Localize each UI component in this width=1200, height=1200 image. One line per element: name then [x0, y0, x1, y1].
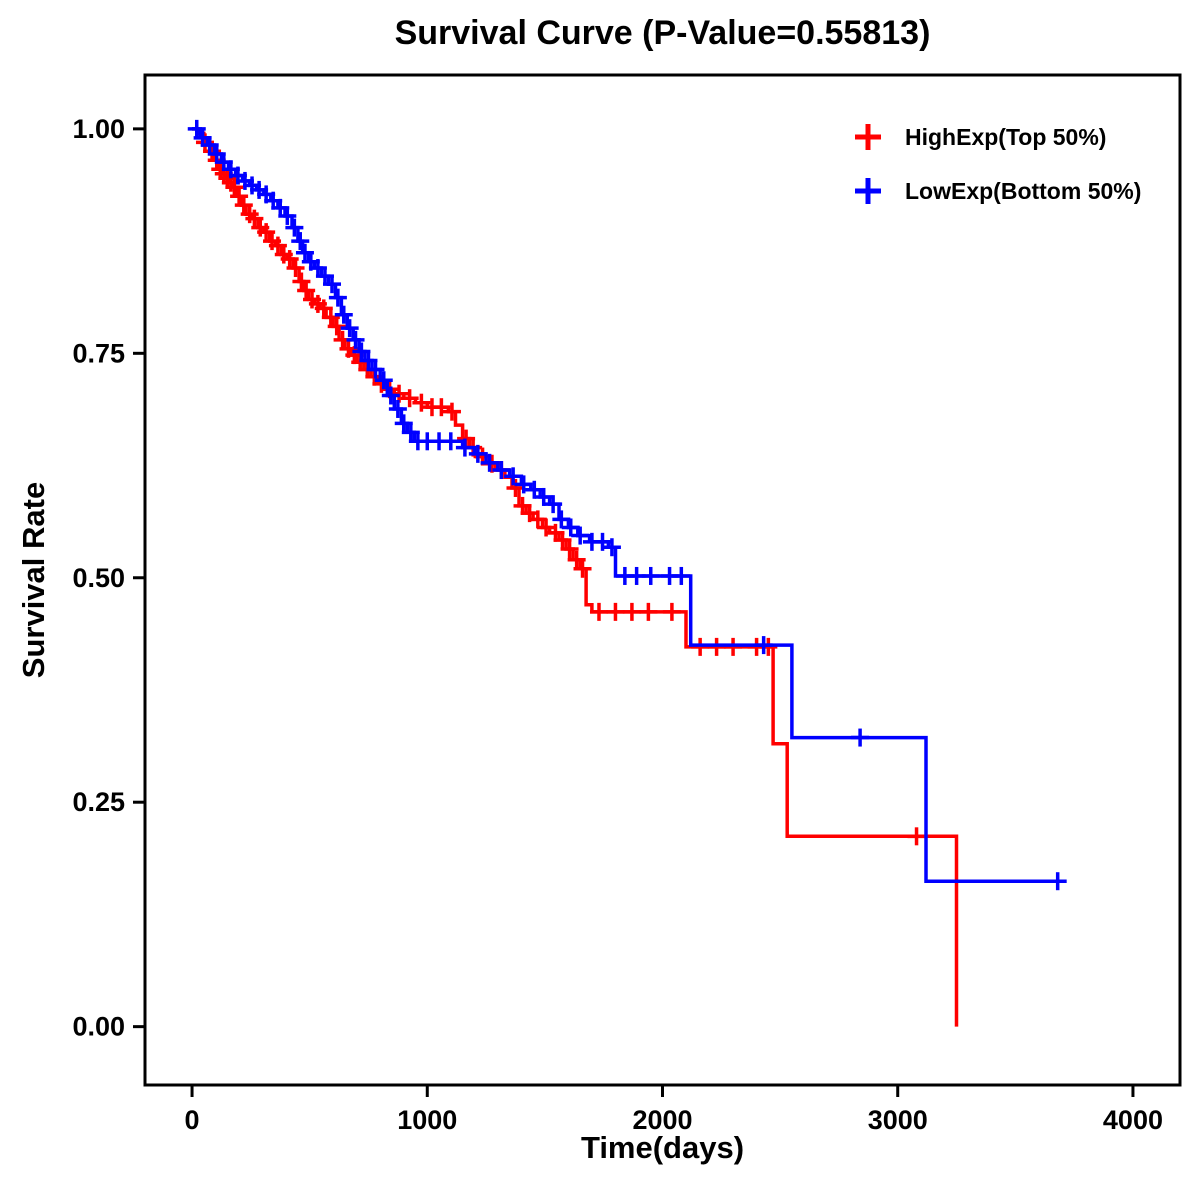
- x-axis-label: Time(days): [580, 1130, 745, 1165]
- x-tick-label: 0: [185, 1105, 200, 1135]
- censor-mark-lowexp: [514, 475, 533, 494]
- x-tick-label: 4000: [1103, 1105, 1163, 1135]
- censor-mark-highexp: [560, 540, 579, 559]
- censor-mark-lowexp: [602, 538, 621, 557]
- censor-mark-lowexp: [328, 288, 347, 307]
- legend-item-lowexp: LowExp(Bottom 50%): [855, 178, 1141, 204]
- censor-mark-highexp: [622, 602, 641, 621]
- censor-mark-highexp: [506, 478, 525, 497]
- censor-mark-lowexp: [641, 566, 660, 585]
- censor-marks-highexp: [195, 133, 926, 846]
- censor-mark-lowexp: [323, 275, 342, 294]
- censor-mark-lowexp: [561, 518, 580, 537]
- censor-mark-highexp: [907, 827, 926, 846]
- censor-mark-lowexp: [504, 467, 523, 486]
- censor-mark-highexp: [589, 602, 608, 621]
- censor-mark-lowexp: [534, 487, 553, 506]
- censor-mark-highexp: [442, 402, 461, 421]
- y-tick-label: 1.00: [72, 114, 125, 144]
- censor-mark-highexp: [537, 518, 556, 537]
- x-tick-label: 3000: [868, 1105, 928, 1135]
- censor-mark-lowexp: [374, 371, 393, 390]
- censor-mark-lowexp: [851, 728, 870, 747]
- survival-curve-lowexp: [192, 127, 1063, 883]
- censor-mark-highexp: [724, 637, 743, 656]
- chart-title: Survival Curve (P-Value=0.55813): [394, 14, 931, 52]
- censor-mark-highexp: [528, 510, 547, 529]
- censor-mark-highexp: [390, 384, 409, 403]
- y-tick-label: 0.00: [72, 1012, 125, 1042]
- censor-mark-lowexp: [381, 386, 400, 405]
- censor-mark-lowexp: [544, 495, 563, 514]
- censor-mark-highexp: [286, 259, 305, 278]
- survival-curve-highexp: [192, 127, 959, 1027]
- censor-mark-highexp: [707, 637, 726, 656]
- legend-label-lowexp: LowExp(Bottom 50%): [905, 178, 1141, 204]
- censor-mark-lowexp: [468, 444, 487, 463]
- legend: HighExp(Top 50%) LowExp(Bottom 50%): [855, 124, 1141, 204]
- censor-mark-lowexp: [672, 566, 691, 585]
- censor-mark-lowexp: [593, 532, 612, 551]
- censor-mark-lowexp: [366, 360, 385, 379]
- y-tick-label: 0.75: [72, 338, 125, 368]
- censor-mark-lowexp: [552, 510, 571, 529]
- legend-label-highexp: HighExp(Top 50%): [905, 124, 1106, 150]
- censor-mark-highexp: [573, 559, 592, 578]
- censor-mark-lowexp: [492, 461, 511, 480]
- censor-mark-highexp: [606, 602, 625, 621]
- censor-mark-lowexp: [340, 319, 359, 338]
- censor-mark-lowexp: [480, 453, 499, 472]
- censor-mark-lowexp: [754, 636, 773, 655]
- censor-mark-lowexp: [525, 480, 544, 499]
- censor-mark-highexp: [327, 317, 346, 336]
- censor-mark-lowexp: [334, 305, 353, 324]
- censor-mark-highexp: [412, 393, 431, 412]
- censor-mark-highexp: [639, 602, 658, 621]
- censor-mark-lowexp: [1048, 872, 1067, 891]
- censor-mark-lowexp: [441, 432, 460, 451]
- y-tick-label: 0.25: [72, 787, 125, 817]
- censor-mark-lowexp: [278, 206, 297, 225]
- censor-mark-highexp: [662, 602, 681, 621]
- legend-item-highexp: HighExp(Top 50%): [855, 124, 1106, 150]
- censor-mark-lowexp: [388, 399, 407, 418]
- censor-mark-lowexp: [571, 526, 590, 545]
- censor-mark-highexp: [432, 398, 451, 417]
- y-axis-label: Survival Rate: [16, 481, 51, 679]
- censor-mark-lowexp: [455, 438, 474, 457]
- y-tick-label: 0.50: [72, 563, 125, 593]
- censor-mark-lowexp: [346, 330, 365, 349]
- censor-mark-lowexp: [285, 218, 304, 237]
- x-tick-label: 2000: [632, 1105, 692, 1135]
- x-tick-label: 1000: [397, 1105, 457, 1135]
- censor-mark-lowexp: [291, 232, 310, 251]
- censor-mark-highexp: [691, 637, 710, 656]
- censor-marks-lowexp: [187, 119, 1067, 891]
- censor-mark-highexp: [400, 389, 419, 408]
